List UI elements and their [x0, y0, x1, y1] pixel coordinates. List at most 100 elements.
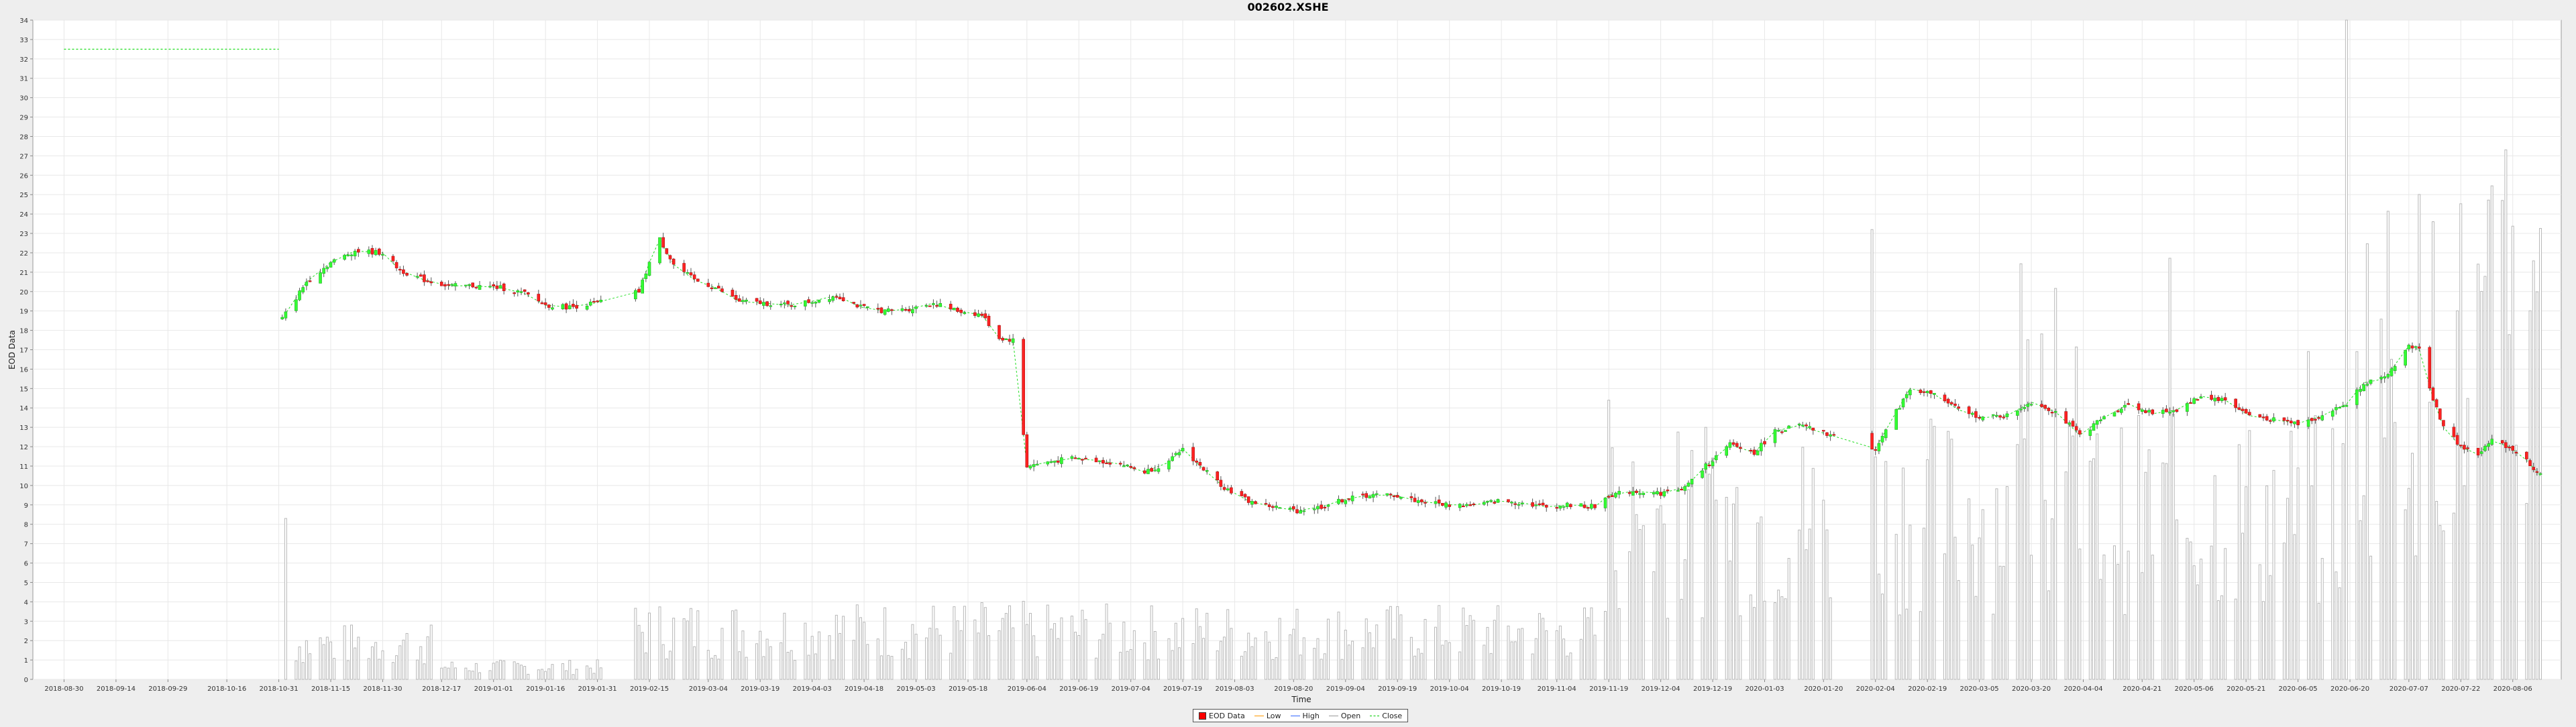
- candle-body-down: [1513, 503, 1517, 505]
- candle: [1472, 502, 1476, 507]
- candle-body-down: [1974, 411, 1978, 418]
- candle-body-up: [1489, 500, 1493, 502]
- candle-body-up: [2199, 396, 2203, 399]
- candle-body-down: [1825, 432, 1829, 436]
- volume-bar: [1496, 605, 1499, 680]
- candle: [2272, 413, 2275, 423]
- candle-body-down: [998, 325, 1001, 339]
- volume-bar: [1032, 635, 1036, 680]
- candle: [1191, 443, 1195, 465]
- candle: [402, 266, 405, 277]
- volume-bar: [350, 624, 353, 680]
- volume-bar: [2331, 428, 2334, 680]
- volume-bar: [2369, 555, 2373, 680]
- candle-body-up: [886, 308, 890, 312]
- candle: [1385, 493, 1389, 497]
- volume-bar: [1195, 608, 1198, 680]
- volume-bar: [1909, 524, 1912, 680]
- candle-body-up: [2404, 349, 2407, 366]
- volume-bar: [1351, 640, 1354, 680]
- candle-body-down: [2282, 417, 2286, 421]
- volume-bar: [1638, 528, 1642, 680]
- candle: [2092, 421, 2096, 431]
- volume-bar: [706, 650, 710, 680]
- volume-bar: [443, 667, 447, 680]
- candle-body-down: [1998, 415, 2002, 418]
- candle-body-up: [1787, 425, 1790, 429]
- legend-label-high: High: [1302, 711, 1320, 720]
- volume-bar: [741, 630, 745, 680]
- volume-bar: [1105, 604, 1108, 680]
- candle: [1970, 411, 1974, 417]
- volume-bar: [1472, 620, 1475, 680]
- candle: [1725, 445, 1729, 458]
- candle-body-up: [1483, 502, 1486, 505]
- volume-bar: [1320, 659, 1323, 680]
- volume-bar: [1153, 631, 1157, 680]
- candle: [1004, 338, 1008, 340]
- candle: [322, 264, 325, 278]
- candle-body-up: [1642, 492, 1646, 496]
- candle-body-up: [2112, 412, 2116, 416]
- candle: [447, 280, 450, 290]
- candle-body-up: [322, 268, 325, 274]
- candle-body-down: [1541, 502, 1545, 506]
- volume-bar: [2414, 555, 2418, 680]
- candle-body-up: [1444, 502, 1448, 508]
- volume-bar: [1444, 640, 1448, 680]
- candle: [298, 288, 301, 302]
- volume-bar: [835, 614, 838, 680]
- y-tick-label: 5: [24, 579, 28, 587]
- candle-body-down: [495, 285, 499, 289]
- volume-bar: [935, 628, 938, 680]
- candle: [998, 325, 1001, 341]
- candle: [2418, 343, 2421, 351]
- volume-bar: [596, 659, 599, 680]
- volume-bar: [1808, 528, 1811, 680]
- volume-bar: [2525, 503, 2528, 680]
- candle-body-up: [932, 303, 935, 305]
- candle-body-down: [1531, 502, 1534, 507]
- volume-bar: [807, 655, 810, 680]
- candle-body-down: [2504, 442, 2508, 448]
- candle: [1108, 458, 1112, 467]
- candle-body-up: [2005, 413, 2009, 417]
- volume-bar: [1686, 489, 1690, 680]
- candle: [1919, 388, 1923, 395]
- candle: [1776, 427, 1780, 433]
- candle: [1299, 506, 1302, 514]
- candle: [1797, 423, 1801, 429]
- candle-body-down: [471, 282, 475, 288]
- volume-bar: [1347, 645, 1350, 680]
- candle-body-down: [1198, 461, 1202, 466]
- candle: [474, 286, 478, 290]
- candle-body-down: [1025, 434, 1029, 467]
- candle-body-up: [2161, 410, 2165, 414]
- candle-body-down: [391, 256, 395, 262]
- candle-body-down: [1946, 398, 1950, 404]
- candle: [1967, 405, 1971, 418]
- candle-body-down: [2528, 460, 2532, 466]
- volume-bar: [1434, 626, 1438, 680]
- candle: [1486, 500, 1489, 506]
- candle: [1493, 500, 1497, 504]
- volume-bar: [1146, 659, 1150, 680]
- candle: [769, 300, 773, 310]
- candle-body-down: [1132, 467, 1136, 469]
- candle: [2026, 401, 2030, 412]
- volume-bar: [828, 635, 831, 680]
- volume-bar: [987, 635, 990, 680]
- volume-bar: [1060, 617, 1063, 680]
- volume-bar: [1531, 653, 1534, 680]
- candle: [378, 247, 381, 256]
- volume-bar: [2192, 565, 2196, 680]
- candle: [1371, 491, 1375, 502]
- volume-bar: [1191, 642, 1195, 680]
- candle: [838, 293, 842, 300]
- candle-body-up: [817, 299, 821, 303]
- candle-body-up: [1617, 491, 1621, 495]
- candle-body-down: [2078, 430, 2082, 435]
- volume-bar: [720, 628, 724, 680]
- candle-body-down: [447, 284, 450, 286]
- candle-body-up: [779, 304, 783, 306]
